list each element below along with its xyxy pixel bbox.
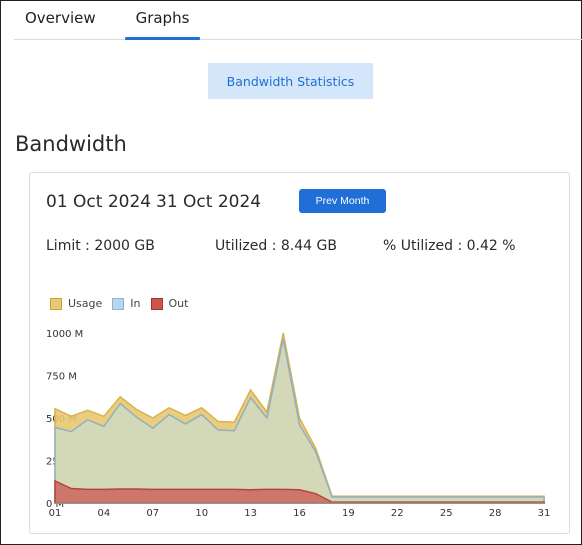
legend-item-out[interactable]: Out <box>150 297 189 310</box>
x-tick-label: 10 <box>195 508 208 519</box>
end-date: 31 Oct 2024 <box>156 192 262 212</box>
x-tick-label: 28 <box>489 508 502 519</box>
tab-graphs[interactable]: Graphs <box>125 1 200 40</box>
x-tick-label: 16 <box>293 508 306 519</box>
utilized-value: 8.44 GB <box>280 238 337 254</box>
legend-swatch-in <box>112 297 125 310</box>
bandwidth-statistics-tab[interactable]: Bandwidth Statistics <box>208 63 373 99</box>
x-tick-label: 04 <box>98 508 111 519</box>
x-tick-label: 19 <box>342 508 355 519</box>
legend-swatch-out <box>150 297 163 310</box>
x-tick-label: 31 <box>538 508 551 519</box>
legend-item-usage[interactable]: Usage <box>50 297 102 310</box>
start-date: 01 Oct 2024 <box>46 192 152 212</box>
tab-bar: Overview Graphs <box>14 1 582 40</box>
percent-utilized-stat: % Utilized : 0.42 % <box>383 238 516 254</box>
x-tick-label: 01 <box>49 508 62 519</box>
bandwidth-card: 01 Oct 2024 31 Oct 2024 Prev Month Limit… <box>29 172 570 534</box>
y-tick-label: 1000 M <box>46 329 83 340</box>
tab-overview[interactable]: Overview <box>25 9 96 27</box>
section-title: Bandwidth <box>15 132 127 156</box>
limit-label: Limit : <box>46 238 90 254</box>
x-tick-label: 13 <box>244 508 257 519</box>
x-tick-label: 07 <box>146 508 159 519</box>
y-tick-label: 0 M <box>46 499 64 510</box>
percent-utilized-label: % Utilized : <box>383 238 463 254</box>
legend-label-usage: Usage <box>68 297 103 310</box>
legend-item-in[interactable]: In <box>112 297 141 310</box>
series-area-out <box>54 479 545 504</box>
limit-stat: Limit : 2000 GB <box>46 238 155 254</box>
utilized-label: Utilized : <box>215 238 277 254</box>
x-tick-label: 25 <box>440 508 453 519</box>
limit-value: 2000 GB <box>94 238 155 254</box>
legend-swatch-usage <box>50 297 62 310</box>
legend-label-out: Out <box>168 297 189 310</box>
x-tick-label: 22 <box>391 508 404 519</box>
series-area-in <box>54 338 545 504</box>
utilized-stat: Utilized : 8.44 GB <box>215 238 337 254</box>
percent-utilized-value: 0.42 % <box>466 238 516 254</box>
chart-legend: Usage In Out <box>50 297 188 310</box>
prev-month-button[interactable]: Prev Month <box>299 189 386 213</box>
legend-label-in: In <box>130 297 141 310</box>
y-tick-label: 750 M <box>46 372 77 383</box>
